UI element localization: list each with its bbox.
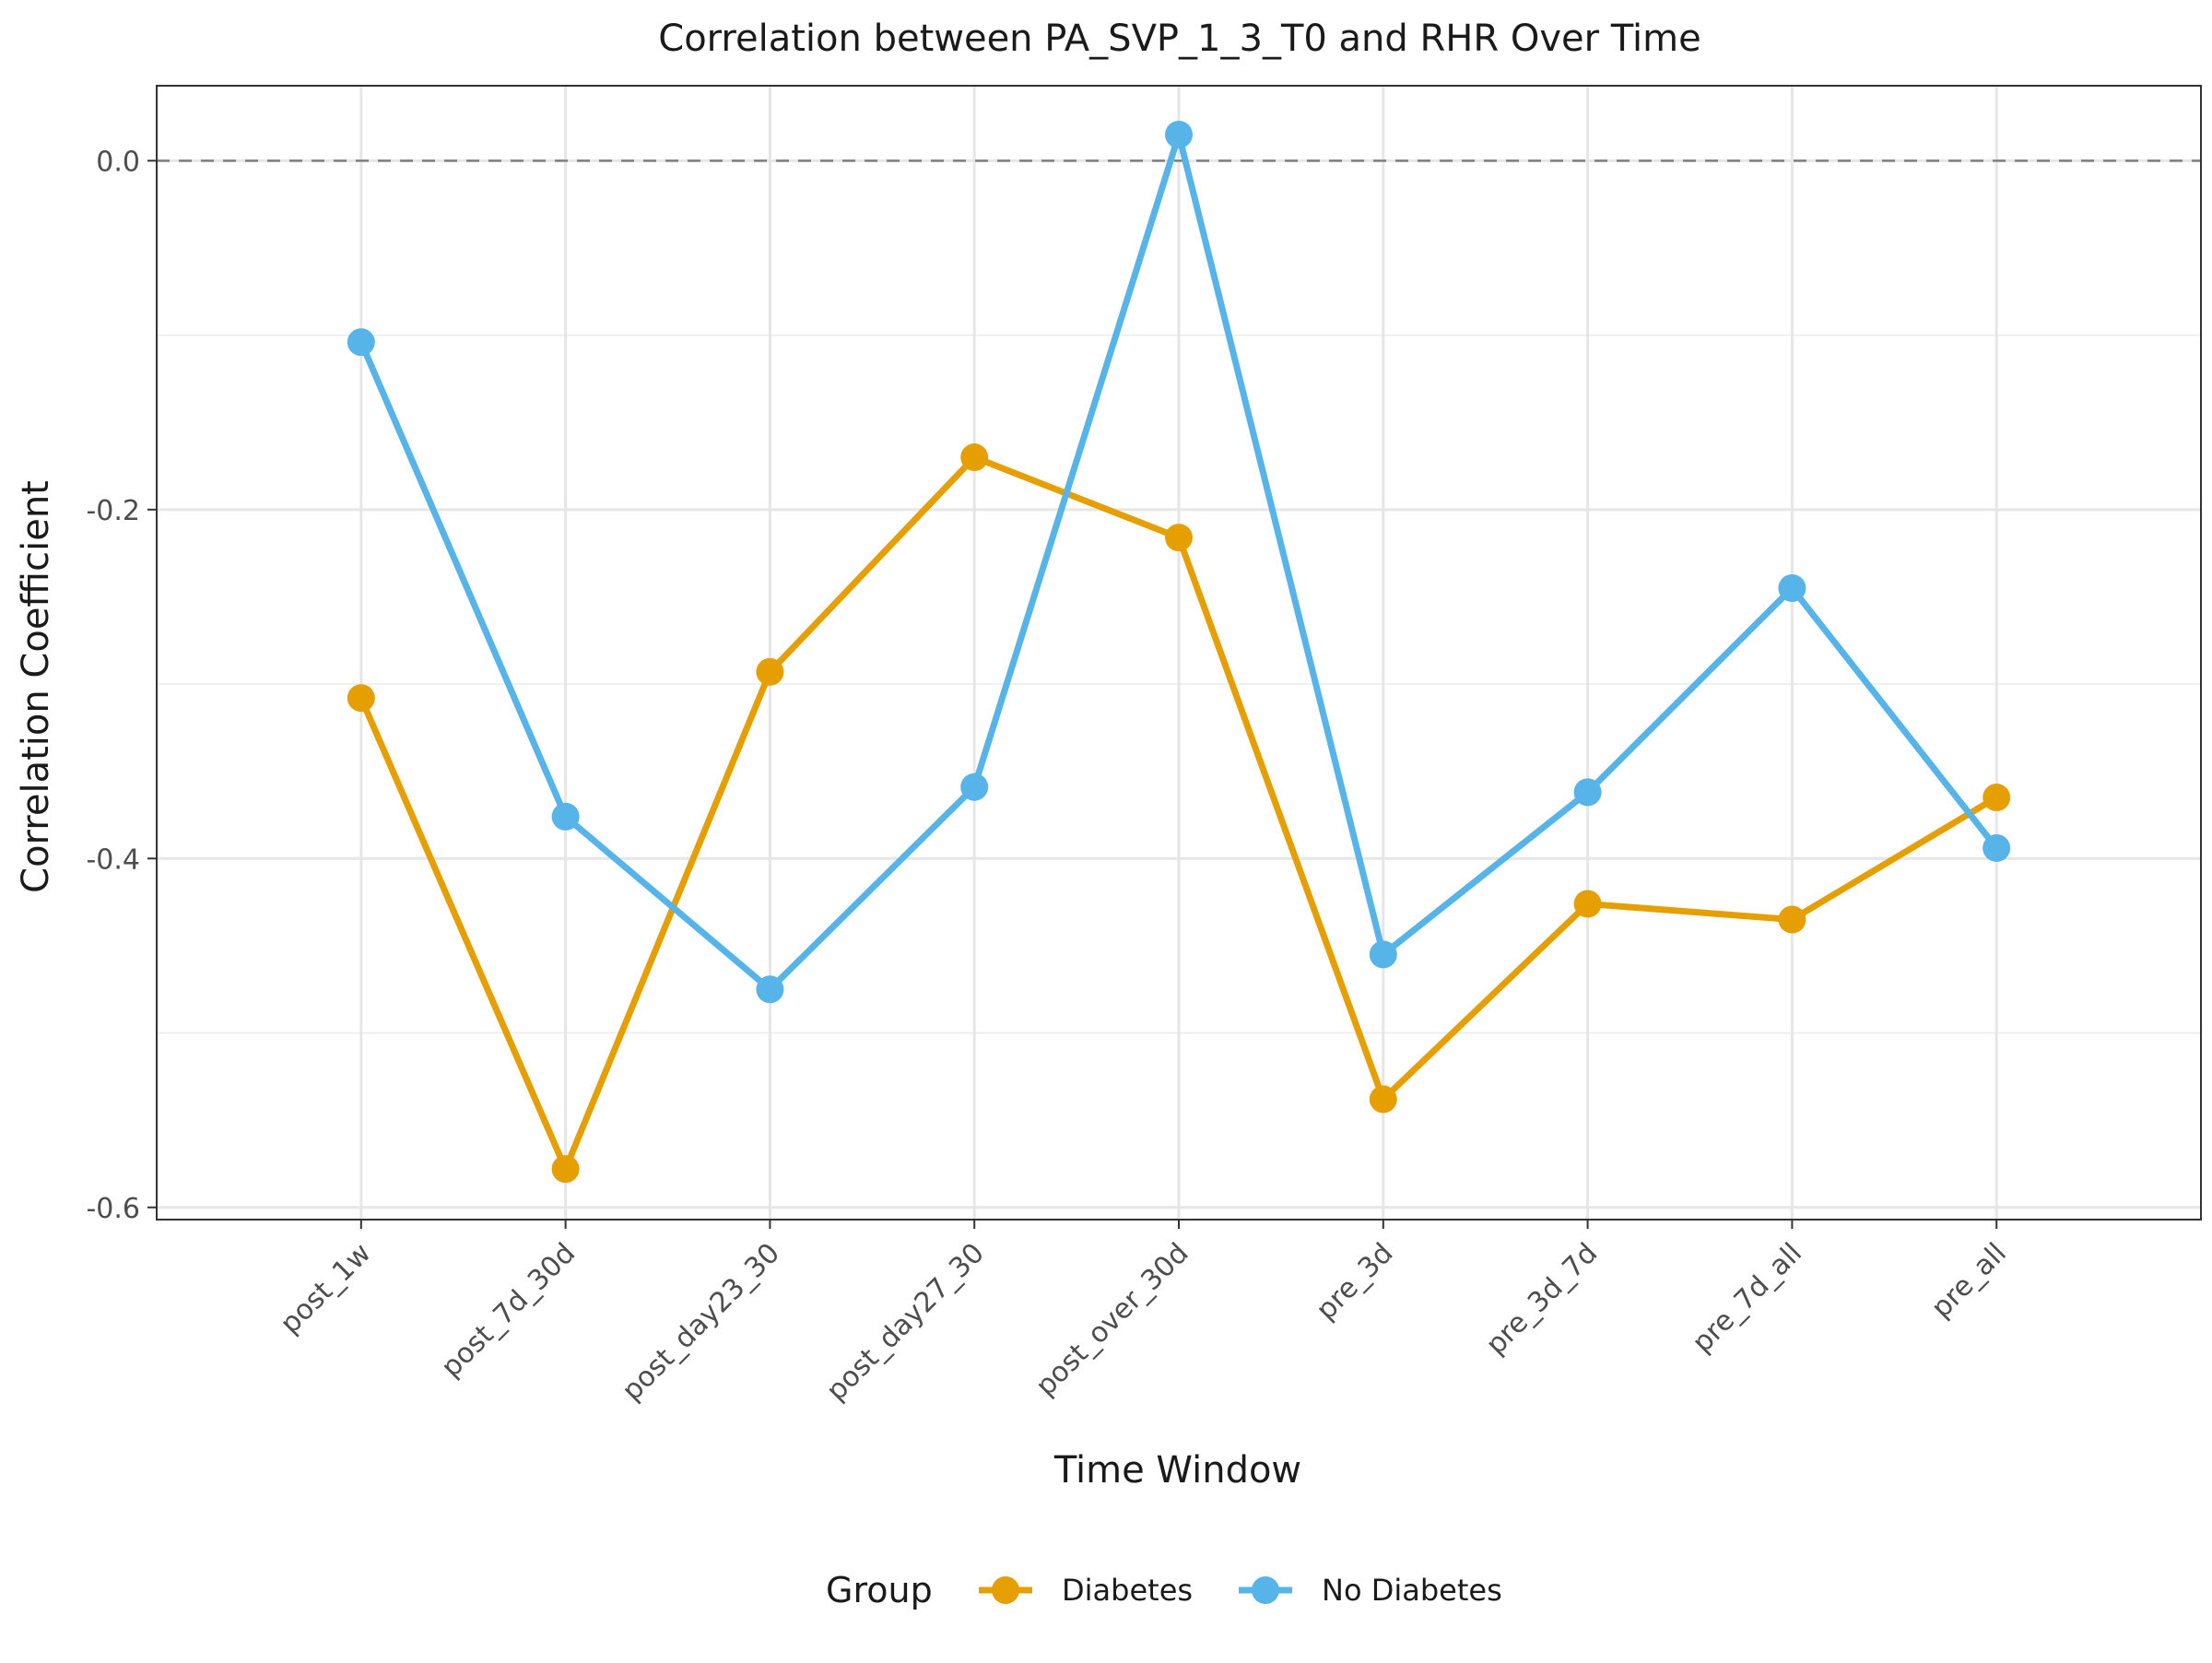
data-point-no-diabetes <box>756 975 784 1004</box>
legend-title: Group <box>826 1570 933 1610</box>
series-layer <box>347 120 2011 1184</box>
data-point-no-diabetes <box>1165 120 1193 148</box>
x-tick-label: post_7d_30d <box>435 1237 582 1384</box>
data-point-diabetes <box>1369 1085 1397 1114</box>
y-tick-label: -0.2 <box>86 495 140 527</box>
grid-lines <box>157 86 2201 1220</box>
x-tick-label: post_over_30d <box>1030 1237 1195 1403</box>
data-point-diabetes <box>551 1155 580 1184</box>
data-point-diabetes <box>1778 905 1806 934</box>
y-tick-label: -0.6 <box>86 1193 140 1225</box>
data-point-diabetes <box>960 443 989 472</box>
data-point-diabetes <box>1573 890 1602 918</box>
data-point-no-diabetes <box>1778 573 1806 602</box>
y-axis-label: Correlation Coefficient <box>15 480 57 893</box>
x-tick-label: post_day27_30 <box>820 1237 991 1408</box>
data-point-no-diabetes <box>1573 778 1602 807</box>
y-tick-label: 0.0 <box>96 146 140 178</box>
y-axis: 0.0 -0.2 -0.4 -0.6 <box>86 146 157 1225</box>
data-point-no-diabetes <box>347 328 375 357</box>
x-tick-label: post_day23_30 <box>616 1237 786 1408</box>
y-tick-label: -0.4 <box>86 843 140 876</box>
legend-label: Diabetes <box>1062 1573 1193 1608</box>
x-tick-label: pre_7d_all <box>1687 1237 1808 1359</box>
chart-title: Correlation between PA_SVP_1_3_T0 and RH… <box>658 18 1700 60</box>
data-point-diabetes <box>347 684 375 713</box>
legend-label: No Diabetes <box>1322 1573 1502 1608</box>
legend-key-point <box>992 1576 1019 1604</box>
data-point-no-diabetes <box>1983 833 2011 862</box>
x-tick-label: pre_3d_7d <box>1480 1237 1605 1362</box>
x-axis: post_1w post_7d_30d post_day23_30 post_day2… <box>274 1220 2013 1408</box>
legend: Group Diabetes No Diabetes <box>826 1570 1502 1610</box>
data-point-no-diabetes <box>960 773 989 801</box>
x-tick-label: post_1w <box>274 1237 377 1340</box>
x-axis-label: Time Window <box>1053 1449 1301 1492</box>
x-tick-label: pre_3d <box>1310 1237 1399 1327</box>
data-point-no-diabetes <box>1369 940 1397 969</box>
x-tick-label: pre_all <box>1925 1237 2013 1325</box>
data-point-no-diabetes <box>551 802 580 831</box>
data-point-diabetes <box>1165 524 1193 552</box>
data-point-diabetes <box>756 657 784 686</box>
legend-key-point <box>1252 1576 1279 1604</box>
data-point-diabetes <box>1983 784 2011 812</box>
